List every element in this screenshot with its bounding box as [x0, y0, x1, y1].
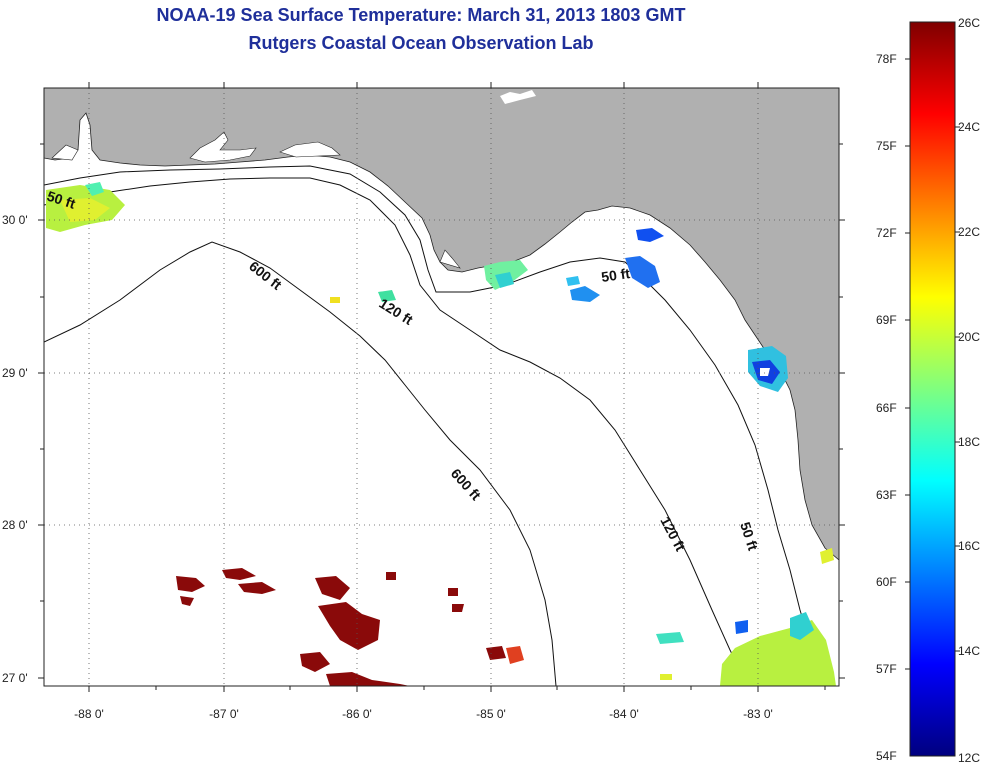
lat-label-28: 28 0' [2, 518, 28, 532]
sst-patch [448, 588, 458, 596]
sst-patch [300, 652, 330, 672]
colorbar-c-24: 24C [958, 120, 980, 134]
colorbar-f-66: 66F [876, 401, 897, 415]
colorbar-f-69: 69F [876, 313, 897, 327]
colorbar-c-20: 20C [958, 330, 980, 344]
colorbar: 78F 75F 72F 69F 66F 63F 60F 57F 54F 26C … [876, 16, 980, 765]
sst-patch [506, 646, 524, 664]
colorbar-c-14: 14C [958, 644, 980, 658]
contour-50ft [44, 165, 826, 686]
sst-patch [495, 272, 514, 288]
sst-patch [378, 290, 396, 302]
sst-patch [318, 602, 380, 650]
sst-patch [180, 596, 194, 606]
sst-patch [452, 604, 464, 612]
sst-data [46, 182, 836, 686]
lat-label-29: 29 0' [2, 366, 28, 380]
contour-600ft [44, 241, 557, 686]
sst-patch [330, 297, 340, 303]
sst-patch [566, 276, 580, 286]
lon-label-86: -86 0' [342, 707, 372, 721]
sst-patch [625, 256, 660, 288]
bay-inlet [189, 131, 257, 163]
sst-patch [656, 632, 684, 644]
colorbar-f-72: 72F [876, 226, 897, 240]
sst-patch [315, 576, 350, 600]
sst-patch [820, 548, 834, 564]
colorbar-c-26: 26C [958, 16, 980, 30]
sst-patch [570, 286, 600, 302]
sst-patch [60, 198, 110, 222]
colorbar-f-60: 60F [876, 575, 897, 589]
axis-ticks [38, 82, 845, 692]
colorbar-c-22: 22C [958, 225, 980, 239]
map-subtitle: Rutgers Coastal Ocean Observation Lab [248, 33, 594, 53]
lon-label-83: -83 0' [743, 707, 773, 721]
colorbar-f-54: 54F [876, 749, 897, 763]
colorbar-gradient [909, 21, 956, 757]
sst-patch [660, 674, 672, 680]
sst-patch [790, 612, 814, 640]
lon-label-87: -87 0' [209, 707, 239, 721]
lon-label-85: -85 0' [476, 707, 506, 721]
sst-patch [636, 228, 664, 242]
colorbar-c-12: 12C [958, 751, 980, 765]
sst-patch [222, 568, 256, 580]
sst-patch [326, 672, 410, 686]
sst-patch [760, 368, 770, 376]
colorbar-c-18: 18C [958, 435, 980, 449]
colorbar-f-63: 63F [876, 488, 897, 502]
lat-label-30: 30 0' [2, 213, 28, 227]
lon-label-84: -84 0' [609, 707, 639, 721]
sst-patch [176, 576, 205, 592]
colorbar-c-16: 16C [958, 539, 980, 553]
bay-inlet [279, 141, 341, 158]
sst-patch [386, 572, 396, 580]
sst-patch [735, 620, 748, 634]
colorbar-f-75: 75F [876, 139, 897, 153]
contour-label-50ft-bigbend: 50 ft [600, 265, 631, 285]
lon-label-88: -88 0' [74, 707, 104, 721]
bay-inlet [439, 249, 461, 269]
sst-patch [720, 620, 836, 686]
colorbar-ticks [905, 58, 960, 670]
map-frame [43, 87, 840, 687]
lat-label-27: 27 0' [2, 671, 28, 685]
colorbar-f-57: 57F [876, 662, 897, 676]
bay-inlet [51, 144, 79, 161]
sst-patch [85, 182, 104, 196]
sst-patch [238, 582, 276, 594]
map-title: NOAA-19 Sea Surface Temperature: March 3… [156, 5, 686, 25]
inland-lake [500, 90, 536, 104]
colorbar-f-78: 78F [876, 52, 897, 66]
sst-patch [486, 646, 506, 660]
contour-120ft [44, 177, 749, 686]
